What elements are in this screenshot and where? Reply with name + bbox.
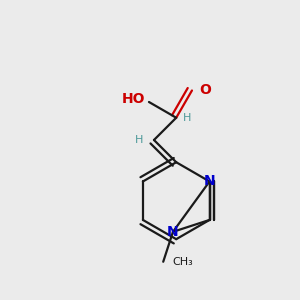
Text: CH₃: CH₃	[172, 257, 193, 267]
Text: N: N	[167, 225, 179, 239]
Text: O: O	[199, 83, 211, 98]
Text: H: H	[135, 135, 143, 145]
Text: H: H	[183, 113, 192, 123]
Text: N: N	[204, 175, 215, 188]
Text: HO: HO	[122, 92, 146, 106]
